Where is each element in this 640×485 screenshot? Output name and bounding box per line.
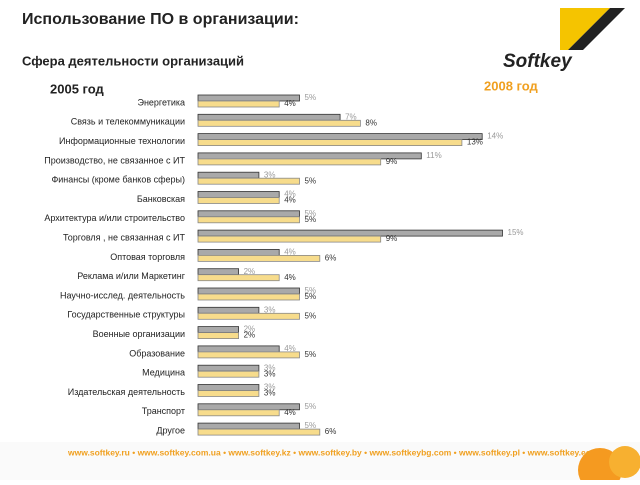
value-label: 3% [264,383,276,392]
category-label: Энергетика [137,97,185,107]
bar [197,139,463,147]
value-label: 4% [284,190,296,199]
bar [197,248,280,256]
bar [197,364,260,372]
title: Использование ПО в организации: [22,11,299,28]
category-label: Финансы (кроме банков сферы) [51,175,185,185]
bar [197,370,260,378]
bar [197,312,300,320]
bar [197,210,300,218]
logo-text: Softkey [503,51,573,72]
value-label: 4% [284,196,296,205]
category-label: Реклама и/или Маркетинг [77,271,185,281]
value-label: 4% [284,344,296,353]
value-label: 5% [305,292,317,301]
bar [197,409,280,417]
bar [197,287,300,295]
value-label: 2% [244,325,256,334]
category-label: Архитектура и/или строительство [44,213,185,223]
category-label: Медицина [142,368,185,378]
value-label: 6% [325,427,337,436]
value-label: 15% [508,228,524,237]
category-label: Другое [156,425,185,435]
bar [197,216,300,224]
value-label: 6% [325,254,337,263]
bar [197,235,382,243]
bar [197,119,361,127]
bar [197,113,341,121]
value-label: 3% [264,170,276,179]
footer-links: www.softkey.ru • www.softkey.com.ua • ww… [67,447,591,457]
category-label: Оптовая торговля [110,252,185,262]
category-label: Издательская деятельность [68,387,186,397]
bar [197,254,321,262]
bar [197,158,382,166]
value-label: 9% [386,157,398,166]
value-label: 2% [244,267,256,276]
logo: Softkey [500,8,628,72]
category-label: Транспорт [142,406,185,416]
orange [609,446,640,478]
category-label: Производство, не связанное с ИТ [44,155,185,165]
bar [197,351,300,359]
value-label: 4% [284,248,296,257]
category-label: Связь и телекоммуникации [71,117,185,127]
bar [197,345,280,353]
bar [197,171,260,179]
value-label: 3% [264,389,276,398]
bar [197,428,321,436]
value-label: 5% [305,402,317,411]
value-label: 14% [487,132,503,141]
bar [197,293,300,301]
bar [197,197,280,204]
category-label: Образование [129,348,185,358]
value-label: 5% [305,350,317,359]
legend-2008: 2008 год [484,78,539,93]
value-label: 3% [264,363,276,372]
bar [197,384,260,391]
value-label: 4% [284,408,296,417]
bar [197,133,483,141]
category-label: Информационные технологии [59,136,185,146]
bar [197,229,503,237]
bar [197,332,239,340]
bar [197,422,300,430]
value-label: 5% [305,286,317,295]
value-label: 5% [305,215,317,224]
bar [197,100,280,108]
value-label: 7% [345,112,357,121]
value-label: 4% [284,99,296,108]
legend-2005: 2005 год [50,81,105,96]
value-label: 5% [305,209,317,218]
value-label: 13% [467,138,483,147]
value-label: 5% [305,176,317,185]
category-label: Научно-исслед. деятельность [60,290,185,300]
bar [197,390,260,397]
value-label: 3% [264,369,276,378]
value-label: 5% [305,421,317,430]
category-label: Торговля , не связанная с ИТ [63,232,186,242]
category-label: Военные организации [93,329,185,339]
value-label: 8% [365,118,377,127]
value-label: 9% [386,234,398,243]
value-label: 5% [305,93,317,102]
value-label: 3% [264,305,276,314]
value-label: 5% [305,311,317,320]
value-label: 2% [244,331,256,340]
chart: Энергетика 5% 4% Связь и телекоммуникации 7%… [44,93,523,436]
subtitle: Сфера деятельности организаций [22,53,244,68]
category-label: Банковская [137,194,185,204]
value-label: 11% [426,151,441,160]
bar [197,274,280,282]
bar [197,268,239,276]
footer-band [0,442,640,480]
category-label: Государственные структуры [67,310,185,320]
bar [197,177,300,185]
bar [197,326,239,334]
bar [197,191,280,198]
bar [197,306,260,314]
value-label: 4% [284,273,296,282]
